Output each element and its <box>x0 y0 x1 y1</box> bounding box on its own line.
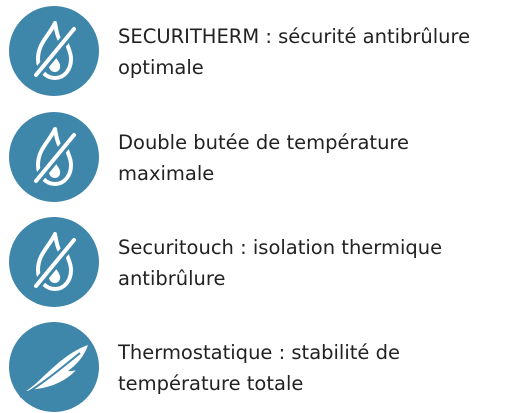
feature-text: SECURITHERM : sécurité antibrûlure optim… <box>118 21 508 83</box>
text-line: optimale <box>118 56 204 79</box>
feature-row: Securitouch : isolation thermique antibr… <box>0 216 508 308</box>
flame-icon <box>8 111 100 203</box>
text-line: Securitouch : isolation thermique <box>118 236 443 259</box>
feature-row: Double butée de température maximale <box>0 111 508 203</box>
feature-text: Thermostatique : stabilité de températur… <box>118 337 508 399</box>
feature-text: Double butée de température maximale <box>118 127 508 189</box>
text-line: Thermostatique : stabilité de <box>118 341 400 364</box>
text-line: Double butée de température <box>118 131 410 154</box>
text-line: maximale <box>118 162 215 185</box>
feature-row: Thermostatique : stabilité de températur… <box>0 321 508 413</box>
text-line: SECURITHERM : sécurité antibrûlure <box>118 25 471 48</box>
feather-icon <box>8 321 100 413</box>
text-line: température totale <box>118 372 304 395</box>
feature-row: SECURITHERM : sécurité antibrûlure optim… <box>0 5 508 97</box>
flame-icon <box>8 216 100 308</box>
flame-icon <box>8 5 100 97</box>
text-line: antibrûlure <box>118 267 226 290</box>
feature-text: Securitouch : isolation thermique antibr… <box>118 232 508 294</box>
